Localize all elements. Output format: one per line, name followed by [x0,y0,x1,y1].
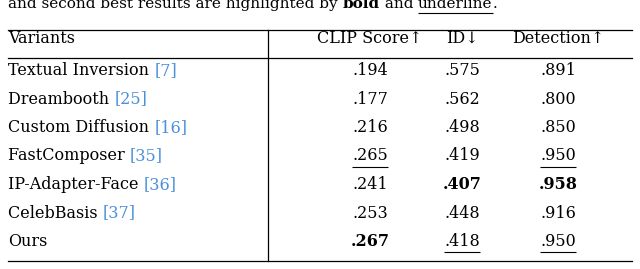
Text: .419: .419 [444,147,480,165]
Text: .448: .448 [444,204,480,221]
Text: Custom Diffusion: Custom Diffusion [8,119,154,136]
Text: .194: .194 [352,62,388,79]
Text: .177: .177 [352,90,388,108]
Text: .265: .265 [352,147,388,165]
Text: .253: .253 [352,204,388,221]
Text: IP-Adapter-Face: IP-Adapter-Face [8,176,143,193]
Text: bold: bold [342,0,380,11]
Text: .575: .575 [444,62,480,79]
Text: .950: .950 [540,147,576,165]
Text: underline: underline [418,0,493,11]
Text: .850: .850 [540,119,576,136]
Text: .216: .216 [352,119,388,136]
Text: .562: .562 [444,90,480,108]
Text: FastComposer: FastComposer [8,147,130,165]
Text: Textual Inversion: Textual Inversion [8,62,154,79]
Text: [36]: [36] [143,176,177,193]
Text: .267: .267 [351,233,390,250]
Text: [7]: [7] [154,62,177,79]
Text: Dreambooth: Dreambooth [8,90,115,108]
Text: .800: .800 [540,90,576,108]
Text: Variants: Variants [8,30,75,47]
Text: CLIP Score↑: CLIP Score↑ [317,30,422,47]
Text: [16]: [16] [154,119,187,136]
Text: .498: .498 [444,119,480,136]
Text: [35]: [35] [130,147,163,165]
Text: .418: .418 [444,233,480,250]
Text: CelebBasis: CelebBasis [8,204,103,221]
Text: .: . [493,0,497,11]
Text: and: and [380,0,418,11]
Text: ID↓: ID↓ [445,30,478,47]
Text: [25]: [25] [115,90,147,108]
Text: .241: .241 [352,176,388,193]
Text: [37]: [37] [103,204,136,221]
Text: Ours: Ours [8,233,47,250]
Text: .958: .958 [538,176,577,193]
Text: Detection↑: Detection↑ [512,30,604,47]
Text: .950: .950 [540,233,576,250]
Text: .407: .407 [443,176,481,193]
Text: .891: .891 [540,62,576,79]
Text: and second best results are highlighted by: and second best results are highlighted … [8,0,342,11]
Text: .916: .916 [540,204,576,221]
